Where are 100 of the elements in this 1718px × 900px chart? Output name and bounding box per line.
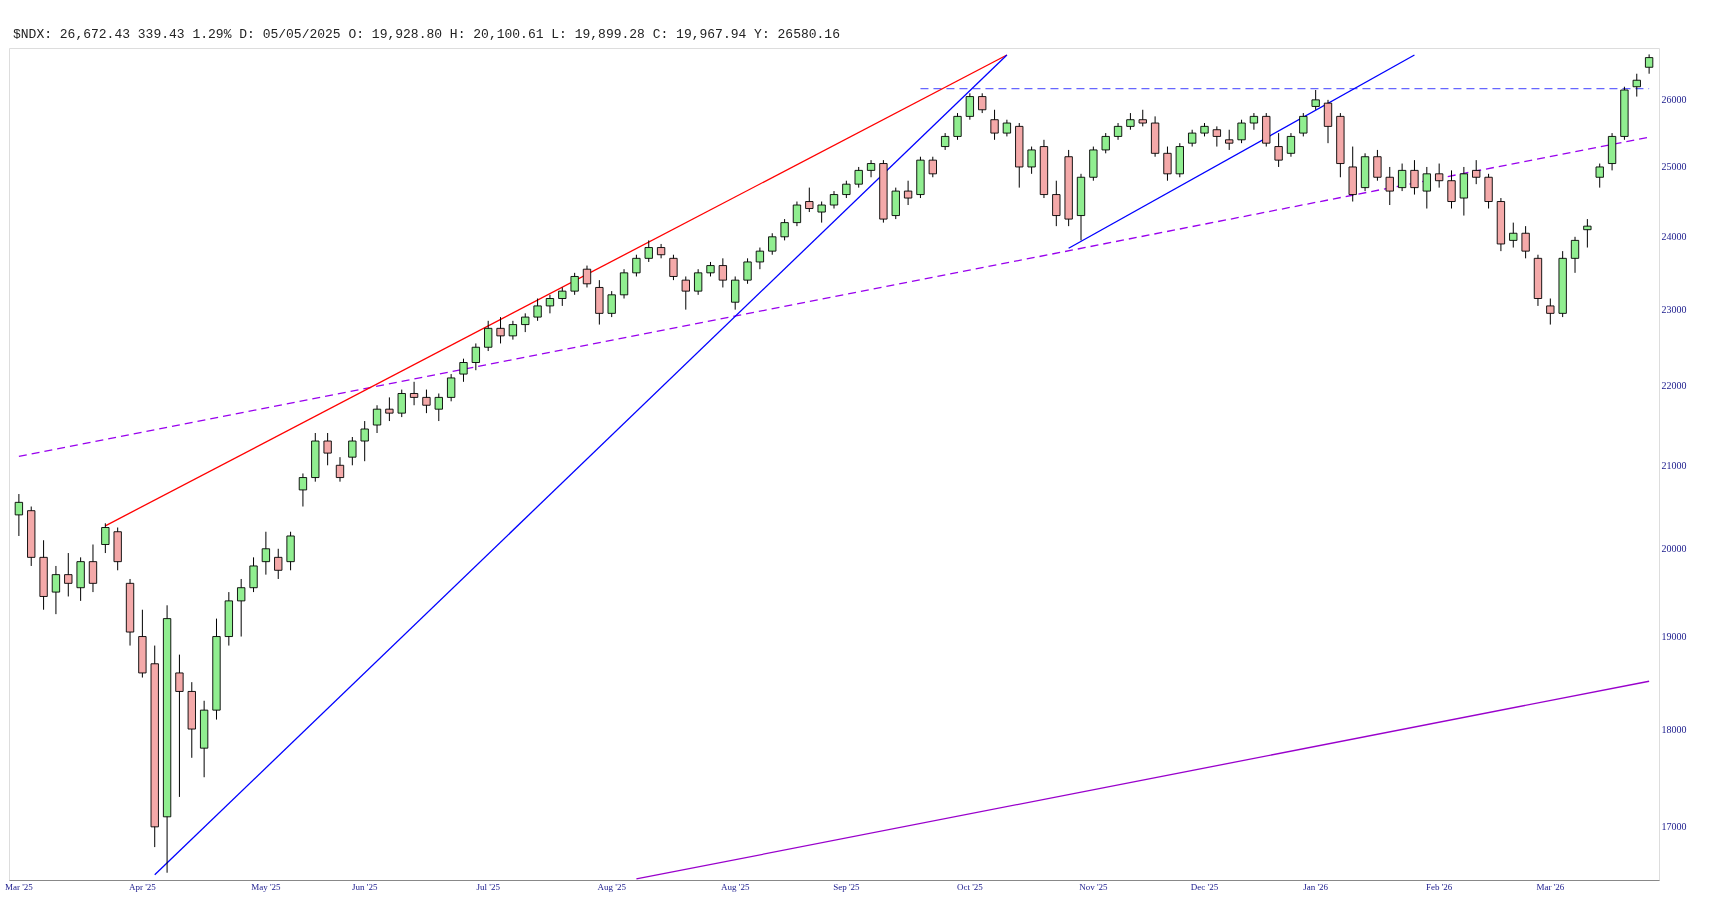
candlestick — [582, 265, 592, 288]
candlestick — [397, 389, 406, 418]
candlestick — [1212, 125, 1222, 148]
candlestick — [1472, 159, 1481, 185]
candlestick — [1632, 73, 1641, 98]
candlestick — [1274, 132, 1283, 168]
candlestick — [1163, 146, 1172, 182]
x-tick-label: May '25 — [251, 881, 282, 892]
candlestick — [335, 456, 345, 483]
candlestick — [632, 254, 641, 277]
y-tick-label: 23000 — [1661, 304, 1687, 316]
x-tick-label: Sep '25 — [833, 881, 861, 892]
x-tick-label: Jul '25 — [476, 881, 501, 892]
candlestick — [854, 166, 863, 189]
candlestick — [743, 257, 752, 285]
candlestick — [1052, 180, 1061, 227]
candlestick — [644, 239, 653, 263]
y-tick-label: 19000 — [1661, 631, 1687, 643]
candlestick — [681, 275, 690, 311]
candlestick — [521, 312, 530, 333]
candlestick — [1509, 222, 1518, 249]
candlestick — [1385, 166, 1394, 206]
y-tick-label: 20000 — [1661, 543, 1687, 555]
candlestick — [731, 275, 740, 311]
candlestick — [1583, 218, 1592, 249]
candlestick — [274, 548, 283, 580]
candlestick — [768, 232, 777, 256]
candlestick — [372, 404, 382, 434]
x-tick-label: Mar '26 — [1536, 881, 1565, 892]
candlestick — [459, 358, 468, 383]
candlestick — [805, 187, 814, 213]
candlestick — [101, 522, 110, 554]
y-tick-label: 21000 — [1661, 459, 1687, 471]
candlestick — [928, 156, 937, 178]
candlestick — [1447, 169, 1456, 210]
candlestick — [385, 396, 394, 422]
candlestick — [978, 92, 987, 114]
x-tick-label: Jan '26 — [1303, 881, 1329, 892]
candlestick — [693, 268, 703, 296]
x-tick-label: Mar '25 — [4, 881, 34, 892]
candlestick — [1397, 163, 1407, 192]
candlestick — [545, 294, 555, 314]
candlestick — [422, 389, 431, 414]
candlestick — [88, 544, 98, 593]
y-tick-label: 24000 — [1661, 231, 1687, 243]
candlestick — [64, 552, 73, 597]
candlestick — [1323, 99, 1333, 144]
candlestick — [1286, 132, 1296, 158]
candlestick — [348, 436, 357, 466]
candlestick — [1101, 132, 1110, 154]
candlestick — [446, 373, 456, 402]
x-tick-label: Aug '25 — [721, 881, 750, 892]
candlestick — [261, 531, 271, 576]
candlestick — [14, 493, 24, 537]
x-tick-label: Feb '26 — [1425, 881, 1453, 892]
candlestick — [1410, 159, 1419, 196]
candlestick — [817, 201, 826, 224]
candlestick — [496, 316, 505, 344]
y-tick-label: 25000 — [1661, 161, 1687, 173]
candlestick — [175, 654, 184, 798]
candlestick — [558, 286, 567, 307]
candlestick — [360, 420, 369, 462]
candlestick — [755, 247, 765, 270]
candlestick — [866, 159, 876, 178]
candlestick — [298, 472, 308, 508]
candlestick — [1225, 129, 1234, 151]
candlestick — [1435, 163, 1444, 189]
candlestick — [1521, 225, 1530, 259]
candlestick — [990, 109, 999, 141]
candlestick — [1373, 149, 1382, 182]
candlestick — [484, 320, 493, 352]
x-tick-label: Aug '25 — [597, 881, 627, 892]
candlestick — [780, 218, 789, 241]
x-tick-label: Dec '25 — [1190, 881, 1219, 892]
y-tick-label: 17000 — [1661, 821, 1687, 833]
candlestick — [508, 320, 518, 341]
text: $NDX: 26,672.43 339.43 1.29% D: 05/05/2025 O: 19,928.80 H: 20,100.61 L: 19,899.28 C: 19,967.94 Y: 26580.16 — [13, 27, 840, 42]
y-tick-label: 26000 — [1661, 94, 1687, 106]
candlestick — [1311, 89, 1320, 111]
candlestick — [1027, 146, 1036, 175]
candlestick — [953, 112, 962, 141]
candlestick — [323, 432, 332, 466]
candlestick — [1595, 163, 1604, 189]
candlestick — [1546, 298, 1555, 326]
candlestick — [607, 290, 616, 318]
candlestick — [570, 272, 579, 296]
candlestick — [51, 565, 61, 615]
x-tick-label: Jun '25 — [352, 881, 378, 892]
candlestick — [1237, 119, 1246, 144]
candlestick — [434, 392, 443, 422]
candlestick — [1299, 112, 1308, 137]
candlestick — [1644, 53, 1654, 75]
candlestick — [718, 257, 727, 288]
candlestick — [1570, 236, 1580, 274]
x-tick-label: Nov '25 — [1079, 881, 1109, 892]
candlestick — [619, 268, 629, 300]
candlestick — [409, 381, 419, 406]
x-tick-label: Apr '25 — [128, 881, 157, 892]
candlestick — [533, 298, 542, 322]
candlestick — [965, 92, 975, 121]
